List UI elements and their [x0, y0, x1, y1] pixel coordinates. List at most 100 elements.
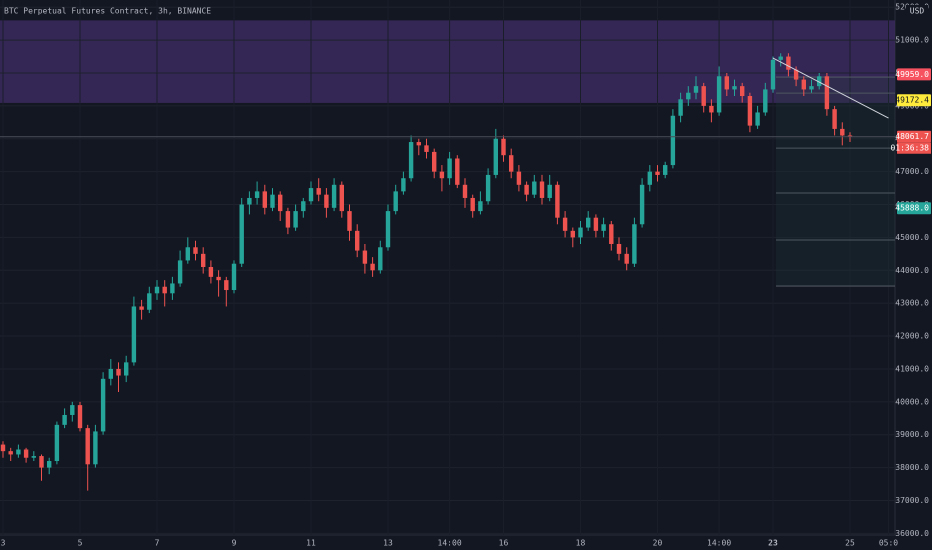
currency: USD: [910, 7, 925, 16]
x-tick-label: 14:00: [438, 539, 462, 548]
candle-body: [840, 128, 845, 136]
candle-body: [732, 86, 737, 90]
candle-body: [254, 191, 260, 198]
currency-bg: [906, 5, 928, 17]
zone: [0, 20, 895, 103]
price-label-bg: [897, 202, 931, 215]
candle-body: [832, 109, 837, 129]
candle-body: [770, 59, 776, 90]
price-label-bg: [897, 68, 931, 81]
candle-body: [455, 158, 460, 185]
candle-body: [847, 135, 853, 137]
candle-body: [709, 105, 714, 113]
candle-body: [740, 86, 745, 97]
candle-body: [586, 217, 591, 228]
candle-body: [301, 201, 306, 212]
candle-body: [393, 191, 398, 212]
price-label: 48061.7: [895, 132, 929, 141]
countdown: 01:36:38: [890, 144, 929, 153]
candle-body: [501, 138, 506, 156]
candle-body: [693, 86, 699, 93]
y-tick-label: 43000.0: [895, 299, 929, 308]
candle-body: [401, 178, 406, 192]
y-tick-label: 51000.0: [895, 36, 929, 45]
candle-body: [331, 184, 337, 208]
candle-body: [432, 151, 437, 172]
candle-body: [70, 405, 75, 415]
candle-body: [439, 171, 445, 179]
candle-body: [47, 461, 52, 468]
candle-body: [624, 253, 629, 264]
x-tick-label: 16: [499, 539, 509, 548]
candle-body: [185, 247, 190, 261]
candle-body: [54, 424, 60, 462]
candle-body: [578, 227, 583, 238]
candle-body: [485, 174, 491, 202]
candle-body: [416, 142, 421, 146]
countdown-bg: [897, 142, 931, 154]
candle-body: [39, 456, 44, 468]
candle-body: [478, 201, 483, 212]
candle-body: [216, 276, 221, 281]
candle-body: [262, 191, 267, 208]
x-tick-label: 5: [78, 539, 83, 548]
candle-body: [339, 184, 344, 212]
y-tick-label: 40000.0: [895, 397, 929, 406]
price-label: 49959.0: [895, 70, 929, 79]
trend-line: [772, 57, 889, 119]
candle-body: [663, 165, 668, 175]
x-tick-label: 14:00: [707, 539, 731, 548]
candle-body: [154, 286, 160, 294]
candle-body: [655, 171, 660, 175]
candle-body: [324, 194, 329, 208]
y-tick-label: 37000.0: [895, 496, 929, 505]
y-tick-label: 41000.0: [895, 364, 929, 373]
candle-body: [239, 204, 244, 264]
candle-body: [817, 76, 822, 87]
candle-body: [562, 217, 568, 231]
candle-body: [0, 444, 6, 452]
candle-body: [162, 286, 167, 294]
candle-body: [77, 405, 83, 429]
candle-body: [493, 138, 498, 175]
price-label: 49172.4: [895, 96, 929, 105]
candle-body: [193, 247, 198, 254]
x-tick-label: 9: [232, 539, 237, 548]
y-tick-label: 45000.0: [895, 233, 929, 242]
candle-body: [516, 171, 522, 185]
candle-body: [247, 197, 252, 205]
candle-body: [108, 368, 113, 379]
candle-body: [139, 306, 144, 310]
candle-body: [793, 69, 799, 80]
y-tick-label: 44000.0: [895, 266, 929, 275]
candle-body: [316, 188, 321, 195]
candle-body: [170, 283, 175, 294]
candle-body: [601, 224, 606, 231]
candle-body: [16, 449, 21, 455]
candle-body: [593, 217, 599, 231]
candle-body: [570, 230, 575, 238]
y-tick-label: 36000.0: [895, 529, 929, 538]
candle-body: [678, 99, 683, 116]
candle-body: [201, 253, 206, 268]
candle-body: [408, 142, 414, 179]
candle-body: [31, 456, 36, 458]
candle-body: [116, 368, 121, 376]
candle-body: [278, 194, 283, 212]
price-label-bg: [897, 130, 931, 143]
candle-body: [470, 197, 475, 212]
candle-body: [285, 211, 291, 228]
candle-body: [85, 428, 90, 465]
candle-body: [8, 451, 13, 455]
candle-body: [378, 247, 383, 271]
candle-body: [716, 76, 722, 113]
candle-body: [231, 263, 237, 291]
candle-body: [131, 306, 137, 363]
x-tick-label: 25: [845, 539, 855, 548]
candle-body: [539, 181, 545, 198]
x-tick-label: 23: [768, 539, 778, 548]
price-label-bg: [897, 94, 931, 107]
x-tick-label: 05:0: [879, 539, 898, 548]
candle-body: [524, 184, 529, 195]
